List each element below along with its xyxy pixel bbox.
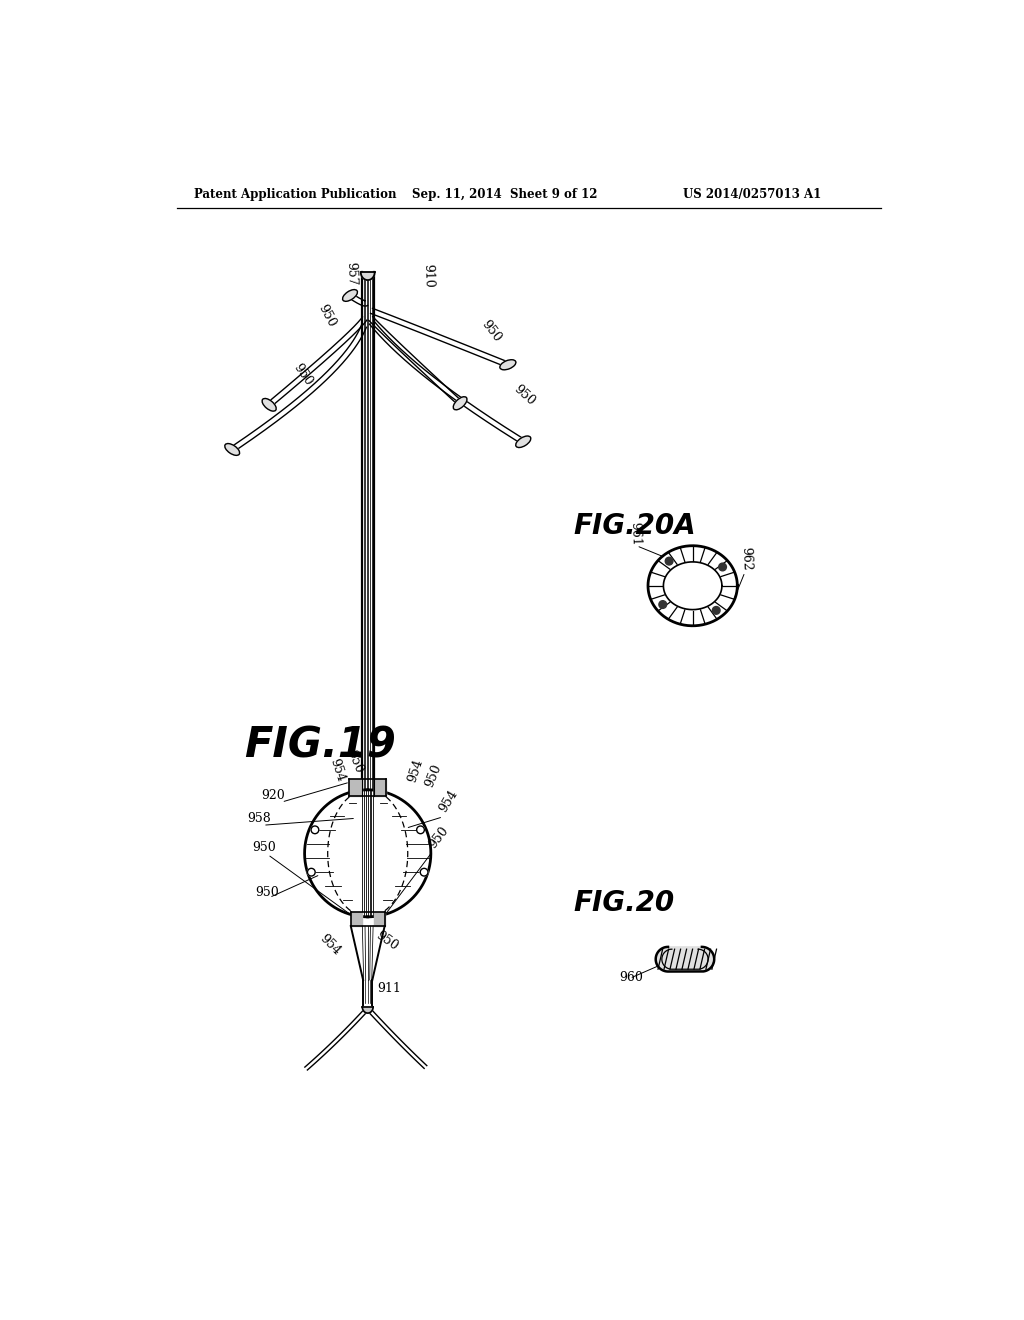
Text: 954: 954 [437, 787, 461, 814]
Text: 910: 910 [422, 264, 435, 289]
Text: 950: 950 [478, 318, 504, 345]
Text: 954: 954 [328, 756, 347, 784]
Text: 950: 950 [423, 762, 444, 789]
Circle shape [417, 826, 424, 834]
Ellipse shape [343, 289, 357, 301]
Text: 950: 950 [426, 824, 452, 850]
Text: 958: 958 [248, 812, 271, 825]
Text: FIG.20: FIG.20 [573, 890, 675, 917]
Text: 950: 950 [291, 362, 315, 388]
Text: 954: 954 [407, 756, 426, 784]
Text: 950: 950 [255, 886, 280, 899]
Circle shape [658, 601, 667, 609]
Ellipse shape [262, 399, 276, 411]
Polygon shape [349, 779, 361, 796]
Text: 950: 950 [345, 748, 366, 775]
Text: US 2014/0257013 A1: US 2014/0257013 A1 [683, 189, 821, 202]
Text: 957: 957 [345, 263, 358, 286]
Text: 961: 961 [628, 523, 642, 546]
Ellipse shape [516, 436, 530, 447]
Polygon shape [655, 946, 714, 972]
Ellipse shape [225, 444, 240, 455]
Circle shape [666, 557, 673, 565]
Ellipse shape [500, 360, 516, 370]
Text: FIG.20A: FIG.20A [573, 512, 696, 540]
Polygon shape [374, 779, 386, 796]
Text: 960: 960 [620, 970, 643, 983]
Text: Sep. 11, 2014  Sheet 9 of 12: Sep. 11, 2014 Sheet 9 of 12 [412, 189, 597, 202]
Text: 920: 920 [261, 789, 286, 803]
Ellipse shape [454, 397, 467, 409]
Text: 954: 954 [316, 932, 343, 958]
Text: 962: 962 [739, 546, 753, 572]
Circle shape [719, 564, 726, 570]
Text: FIG.19: FIG.19 [245, 725, 396, 767]
Polygon shape [374, 912, 385, 927]
Text: Patent Application Publication: Patent Application Publication [194, 189, 396, 202]
Polygon shape [362, 1007, 373, 1012]
Circle shape [713, 606, 720, 614]
Circle shape [420, 869, 428, 876]
Text: 950: 950 [373, 929, 400, 953]
Text: 950: 950 [315, 302, 338, 329]
Polygon shape [360, 272, 375, 280]
Circle shape [307, 869, 315, 876]
Text: 950: 950 [252, 841, 276, 854]
Circle shape [311, 826, 318, 834]
Text: 950: 950 [512, 383, 538, 408]
Polygon shape [351, 912, 361, 927]
Text: 911: 911 [377, 982, 400, 994]
